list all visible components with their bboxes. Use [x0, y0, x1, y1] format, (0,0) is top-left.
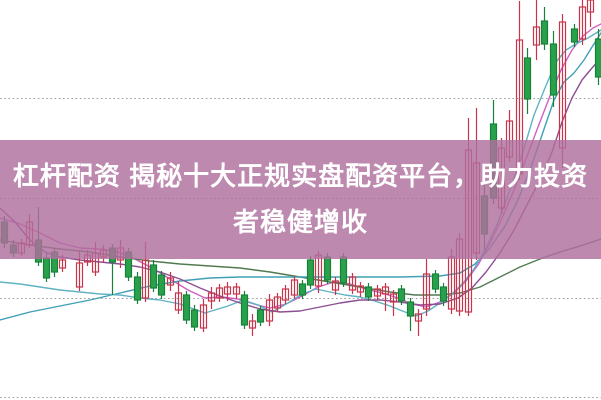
candle-down: [182, 291, 191, 324]
candle-up: [331, 277, 340, 295]
candle-up: [348, 273, 357, 294]
candle-down: [594, 29, 601, 85]
candle-up: [265, 294, 274, 326]
candle-down: [133, 272, 142, 304]
candle-up: [273, 293, 282, 312]
candle-up: [215, 284, 224, 302]
candle-down: [570, 24, 579, 47]
candle-up: [199, 299, 208, 332]
ma-line-teal: [0, 32, 601, 321]
candle-up: [290, 276, 299, 299]
candle-down: [298, 280, 307, 299]
candle-up: [356, 282, 365, 297]
candle-up: [532, 0, 541, 60]
candle-down: [157, 271, 166, 299]
candle-down: [540, 7, 549, 50]
banner-title-line2: 者稳健增收: [232, 207, 368, 237]
candle-down: [240, 291, 249, 329]
candle-down: [306, 256, 315, 289]
candle-down: [190, 305, 199, 331]
banner-title-line1: 杠杆配资 揭秘十大正规实盘配资平台，助力投资: [12, 161, 589, 191]
candle-up: [422, 259, 431, 316]
candle-up: [232, 283, 241, 299]
candle-down: [439, 283, 448, 306]
candle-down: [549, 31, 558, 107]
candle-up: [281, 285, 290, 304]
candle-down: [523, 48, 532, 114]
candle-down: [364, 283, 373, 301]
candle-down: [406, 298, 415, 331]
candle-up: [207, 287, 216, 309]
candle-up: [166, 272, 175, 291]
candle-down: [397, 285, 406, 305]
candle-up: [223, 282, 232, 301]
candle-down: [256, 306, 265, 326]
candle-down: [431, 270, 440, 293]
candle-up: [586, 0, 595, 27]
promo-banner: 杠杆配资 揭秘十大正规实盘配资平台，助力投资 者稳健增收: [0, 140, 601, 259]
candle-up: [174, 281, 183, 314]
candle-up: [248, 314, 257, 336]
candle-up: [373, 285, 382, 300]
candle-up: [578, 0, 587, 45]
candle-up: [381, 283, 390, 311]
candle-up: [389, 290, 398, 316]
candle-up: [414, 309, 423, 336]
candle-down: [149, 260, 158, 292]
